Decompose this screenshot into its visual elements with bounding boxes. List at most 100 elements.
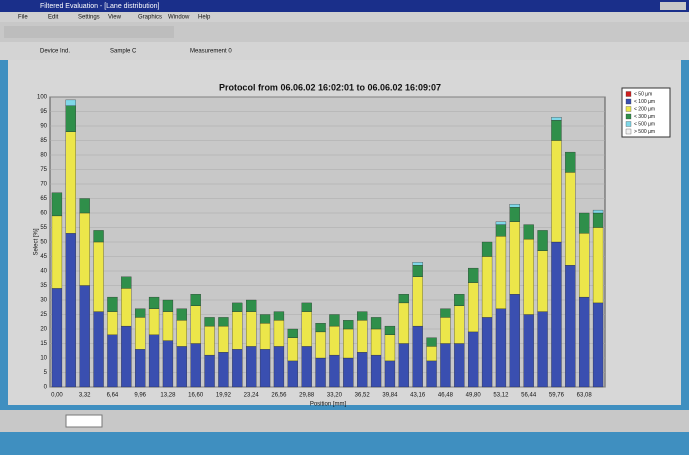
bar-segment bbox=[551, 140, 562, 243]
header-label: Measurement 0 bbox=[190, 49, 232, 55]
y-tick-label: 95 bbox=[40, 109, 47, 115]
menu-item[interactable]: Graphics bbox=[138, 15, 162, 21]
x-tick-label: 9,96 bbox=[134, 393, 146, 399]
x-tick-label: 19,92 bbox=[216, 393, 232, 399]
legend-label: < 300 µm bbox=[634, 114, 655, 120]
y-tick-label: 85 bbox=[40, 138, 47, 144]
bar-segment bbox=[329, 314, 340, 327]
y-tick-label: 30 bbox=[40, 298, 47, 304]
x-tick-label: 56,44 bbox=[521, 393, 537, 399]
bar-segment bbox=[454, 294, 465, 306]
bar-segment bbox=[384, 334, 396, 362]
x-tick-label: 33,20 bbox=[327, 393, 343, 399]
menu-item[interactable]: Edit bbox=[48, 15, 59, 21]
bar-segment bbox=[107, 311, 118, 335]
x-tick-label: 13,28 bbox=[160, 393, 176, 399]
y-tick-label: 75 bbox=[40, 167, 47, 173]
bar-segment bbox=[162, 311, 174, 341]
bar-segment bbox=[259, 314, 271, 324]
legend-label: < 500 µm bbox=[634, 121, 655, 127]
bar-segment bbox=[315, 323, 326, 333]
y-tick-label: 5 bbox=[44, 370, 48, 376]
menu-item[interactable]: File bbox=[18, 15, 28, 21]
legend-label: < 100 µm bbox=[634, 99, 655, 105]
y-tick-label: 25 bbox=[40, 312, 47, 318]
x-tick-label: 43,16 bbox=[410, 393, 426, 399]
bar-segment bbox=[121, 276, 132, 289]
bar-segment bbox=[412, 262, 423, 266]
y-tick-label: 100 bbox=[37, 95, 48, 101]
bar-segment bbox=[495, 236, 507, 309]
x-tick-label: 16,60 bbox=[188, 393, 204, 399]
y-tick-label: 50 bbox=[40, 240, 47, 246]
bar-segment bbox=[440, 308, 451, 318]
bar-segment bbox=[440, 343, 451, 388]
bar-segment bbox=[273, 311, 285, 321]
bar-segment bbox=[509, 204, 520, 208]
bar-segment bbox=[315, 331, 326, 359]
y-tick-label: 10 bbox=[40, 356, 47, 362]
header-label: Device Ind. bbox=[40, 49, 70, 55]
zoom-input[interactable] bbox=[65, 414, 103, 428]
bar-segment bbox=[481, 256, 493, 318]
bar-segment bbox=[384, 325, 396, 335]
menu-item[interactable]: Window bbox=[168, 15, 190, 21]
bar-segment bbox=[79, 212, 90, 286]
y-tick-label: 80 bbox=[40, 153, 47, 159]
bar-segment bbox=[537, 311, 548, 388]
bar-segment bbox=[343, 357, 354, 388]
bar-segment bbox=[287, 360, 298, 388]
legend-label: < 50 µm bbox=[634, 91, 652, 97]
bar-segment bbox=[551, 120, 562, 141]
bar-segment bbox=[176, 346, 187, 388]
bar-segment bbox=[592, 209, 604, 214]
bar-segment bbox=[135, 317, 146, 350]
y-tick-label: 0 bbox=[44, 385, 48, 391]
bar-segment bbox=[232, 311, 243, 350]
bar-segment bbox=[440, 317, 451, 344]
bar-segment bbox=[135, 308, 146, 318]
x-tick-label: 3,32 bbox=[79, 393, 91, 399]
bar-segment bbox=[287, 337, 298, 362]
bar-segment bbox=[301, 302, 312, 312]
bar-segment bbox=[565, 265, 576, 388]
x-tick-label: 36,52 bbox=[355, 393, 371, 399]
menu-bar bbox=[0, 12, 689, 22]
bar-segment bbox=[246, 299, 257, 312]
bar-segment bbox=[398, 294, 409, 304]
bar-segment bbox=[523, 224, 534, 240]
x-tick-label: 63,08 bbox=[577, 393, 593, 399]
bar-segment bbox=[370, 354, 382, 388]
menu-item[interactable]: Settings bbox=[78, 15, 100, 21]
toolbar-icons[interactable] bbox=[4, 26, 174, 38]
bar-segment bbox=[509, 207, 520, 222]
bar-segment bbox=[190, 343, 201, 388]
menu-item[interactable]: Help bbox=[198, 15, 211, 21]
bar-segment bbox=[357, 320, 368, 353]
bar-segment bbox=[412, 265, 423, 277]
title-bar bbox=[0, 0, 689, 12]
window-buttons[interactable] bbox=[660, 2, 686, 10]
bar-segment bbox=[65, 99, 76, 106]
bar-segment bbox=[301, 346, 312, 388]
bar-segment bbox=[218, 317, 229, 327]
x-tick-label: 26,56 bbox=[271, 393, 287, 399]
menu-item[interactable]: View bbox=[108, 15, 122, 21]
bar-segment bbox=[329, 354, 340, 388]
bar-segment bbox=[426, 346, 437, 362]
bar-segment bbox=[232, 302, 243, 312]
bar-segment bbox=[51, 215, 63, 289]
bar-segment bbox=[579, 296, 590, 388]
x-tick-label: 53,12 bbox=[493, 393, 509, 399]
bar-segment bbox=[315, 357, 326, 388]
header-label: Sample C bbox=[110, 49, 137, 55]
bar-segment bbox=[246, 346, 257, 388]
bar-segment bbox=[329, 325, 340, 356]
legend-swatch bbox=[625, 106, 632, 112]
bar-segment bbox=[232, 349, 243, 388]
bar-segment bbox=[495, 221, 507, 225]
bar-segment bbox=[357, 311, 368, 321]
bar-segment bbox=[384, 360, 396, 388]
bar-segment bbox=[176, 308, 187, 321]
